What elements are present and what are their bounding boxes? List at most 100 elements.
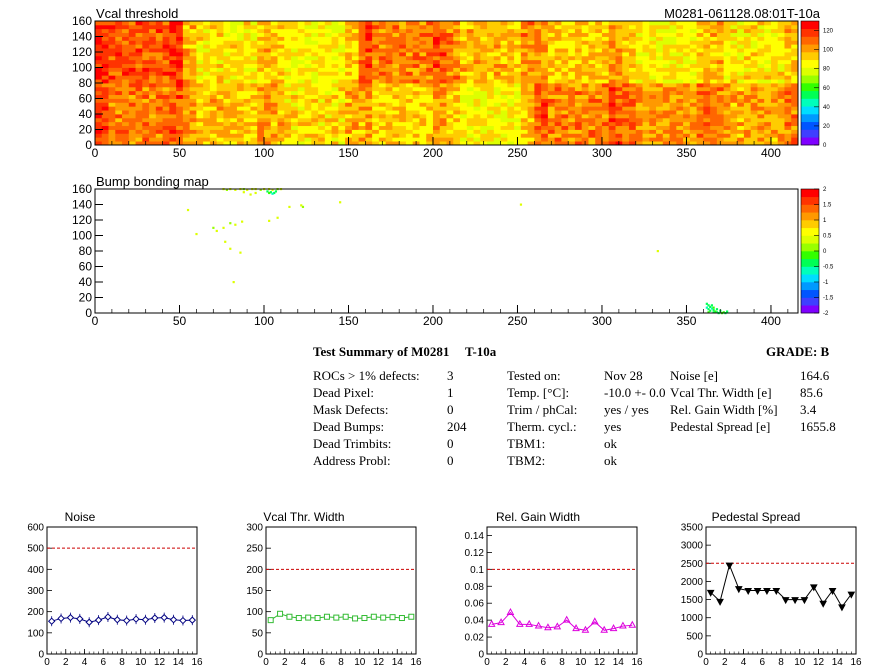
pedestal-spread-chart-ytick-label: 1000: [681, 613, 704, 624]
vcal-scale-tick-label: 80: [823, 67, 830, 73]
gain-width-chart-point: [487, 619, 496, 627]
pedestal-spread-chart-point: [744, 588, 753, 596]
map-0: 0 50 100 150 200 250 300 350 4000204060801001201…: [72, 6, 834, 160]
vcal-map-xtick-label: 300: [592, 146, 612, 160]
bump-map-pixel: [271, 192, 274, 195]
vcal-width-chart-point: [286, 613, 293, 620]
bump-map-ytick-label: 80: [79, 244, 93, 258]
bump-scale-tick-label: 1: [823, 218, 827, 224]
bump-map-pixel: [249, 193, 252, 196]
vcal-width-chart-xtick-label: 10: [354, 657, 366, 668]
pedestal-spread-chart-point: [725, 562, 734, 570]
bump-scale-tick-label: 1.5: [823, 203, 832, 209]
noise-chart-point: [85, 618, 93, 626]
noise-chart-point: [151, 614, 159, 622]
noise-chart-ytick-label: 200: [27, 607, 44, 618]
bump-map-pixel: [268, 191, 271, 195]
bump-map-pixel: [222, 226, 225, 229]
vcal-width-chart-point: [380, 614, 387, 621]
vcal-width-chart-xtick-label: 14: [392, 657, 404, 668]
vcal-scale-segment: [801, 129, 819, 138]
bump-map-ytick-label: 160: [72, 182, 92, 196]
bump-scale-segment: [801, 305, 819, 314]
bump-scale-tick-label: -1: [823, 280, 829, 286]
vcal-width-chart-point: [342, 613, 349, 620]
bump-scale-tick-label: 2: [823, 187, 827, 193]
pedestal-spread-chart-ytick-label: 500: [686, 631, 703, 642]
module-label: M0281-061128.08:01T-10a: [664, 6, 821, 21]
bump-map-pixel: [712, 311, 715, 314]
vcal-width-chart-point: [305, 614, 312, 621]
bump-map-pixel: [234, 188, 237, 191]
pedestal-spread-chart-xtick-label: 4: [741, 657, 747, 668]
gain-width-chart-point: [619, 621, 627, 629]
vcal-width-chart-point: [370, 613, 377, 620]
bump-scale-segment: [801, 297, 819, 306]
gain-width-chart-ytick-label: 0.08: [465, 582, 485, 593]
noise-chart-xtick-label: 8: [119, 657, 125, 668]
vcal-width-chart-point: [323, 613, 330, 620]
bump-map-pixel: [301, 205, 305, 209]
bump-map-pixel: [225, 188, 229, 191]
pedestal-spread-chart-xtick-label: 10: [794, 657, 806, 668]
gain-width-chart-frame: [486, 526, 638, 655]
pedestal-spread-chart-xtick-label: 12: [813, 657, 825, 668]
vcal-width-chart-xtick-label: 6: [319, 657, 325, 668]
bump-scale-segment: [801, 289, 819, 298]
bump-map-pixel: [242, 191, 245, 194]
gain-width-chart-xtick-label: 10: [575, 657, 587, 668]
bump-scale-tick-label: -1.5: [823, 296, 834, 302]
vcal-map-ytick-label: 40: [79, 107, 93, 121]
bump-scale-tick-label: 0: [823, 249, 827, 255]
bump-scale-segment: [801, 204, 819, 213]
gain-width-chart-point: [544, 623, 552, 631]
vcal-map-ytick-label: 20: [79, 123, 93, 137]
noise-chart-xtick-label: 14: [173, 657, 185, 668]
bump-map-pixel: [705, 302, 708, 305]
pedestal-spread-chart-ytick-label: 0: [697, 650, 703, 661]
vcal-width-chart-frame: [265, 526, 417, 655]
pedestal-spread-chart-xtick-label: 14: [832, 657, 844, 668]
pedestal-spread-chart-point: [781, 597, 790, 605]
noise-chart-xtick-label: 12: [154, 657, 166, 668]
gain-width-chart-ytick-label: 0.1: [470, 565, 484, 576]
vcal-map-title: Vcal threshold: [96, 6, 178, 21]
noise-chart-xtick-label: 6: [100, 657, 106, 668]
gain-width-chart-point: [506, 607, 515, 616]
noise-chart-point: [113, 616, 122, 624]
bump-scale-segment: [801, 266, 819, 275]
vcal-width-chart-point: [277, 610, 284, 617]
bump-map-pixel: [715, 311, 719, 314]
vcal-map-xtick-label: 100: [254, 146, 274, 160]
vcal-width-chart-xtick-label: 8: [338, 657, 344, 668]
noise-chart-point: [188, 616, 197, 624]
pedestal-spread-chart-series-line: [710, 563, 852, 608]
bump-scale-tick-label: -2: [823, 311, 829, 317]
noise-chart-xtick-label: 0: [44, 657, 50, 668]
bump-map-pixel: [712, 308, 715, 312]
vcal-scale-segment: [801, 21, 819, 30]
pedestal-spread-chart-point: [809, 584, 818, 592]
gain-width-chart-point: [590, 617, 599, 625]
vcal-scale-tick-label: 20: [823, 124, 830, 130]
vcal-width-chart-point: [389, 614, 396, 621]
pedestal-spread-chart-xtick-label: 0: [703, 657, 709, 668]
vcal-scale-segment: [801, 67, 819, 76]
bump-map-pixel: [266, 190, 269, 193]
noise-chart-series-line: [51, 616, 193, 623]
noise-chart-point: [104, 613, 112, 621]
vcal-map-xtick-label: 50: [173, 146, 187, 160]
bump-map-pixel: [710, 307, 714, 310]
bump-map-pixel: [726, 310, 729, 313]
vcal-width-chart-ytick-label: 150: [246, 586, 263, 597]
vcal-width-chart-xtick-label: 16: [410, 657, 422, 668]
bump-map-xtick-label: 300: [592, 314, 612, 328]
vcal-width-chart-ytick-label: 100: [246, 607, 263, 618]
vcal-map-xtick-label: 150: [338, 146, 358, 160]
noise-chart-point: [66, 613, 75, 622]
vcal-map-xtick-label: 400: [761, 146, 781, 160]
bump-map-pixel: [259, 188, 262, 191]
pedestal-spread-chart-xtick-label: 6: [759, 657, 765, 668]
bump-map-pixel: [300, 204, 303, 207]
